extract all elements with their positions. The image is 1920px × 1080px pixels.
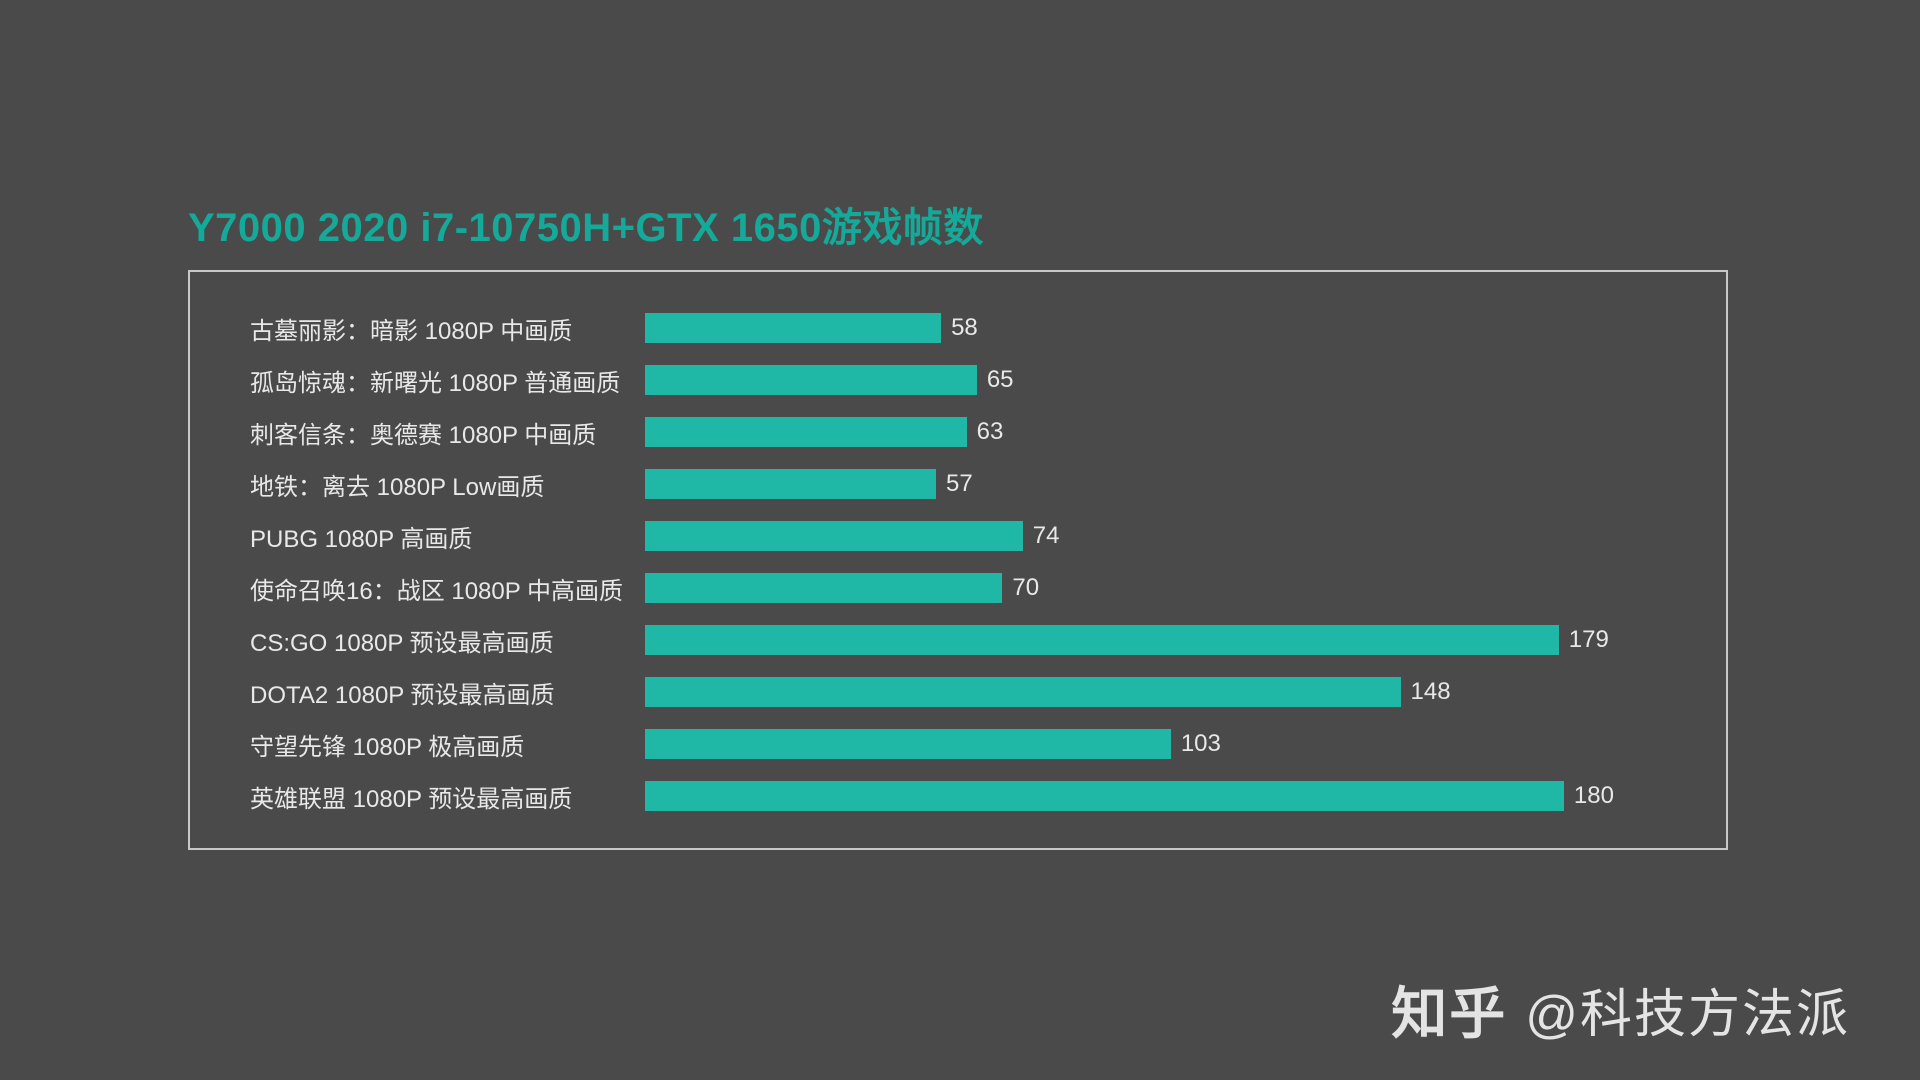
bar-track: 65 [645, 365, 1666, 395]
bar-label: 使命召唤16：战区 1080P 中高画质 [250, 571, 645, 606]
watermark-text: @科技方法派 [1525, 972, 1850, 1047]
bar-track: 70 [645, 573, 1666, 603]
chart-row: 英雄联盟 1080P 预设最高画质 180 [250, 770, 1666, 822]
bar-label: CS:GO 1080P 预设最高画质 [250, 623, 645, 658]
chart-row: 古墓丽影：暗影 1080P 中画质 58 [250, 302, 1666, 354]
bar-track: 58 [645, 313, 1666, 343]
chart-row: 使命召唤16：战区 1080P 中高画质 70 [250, 562, 1666, 614]
bar-label: 孤岛惊魂：新曙光 1080P 普通画质 [250, 363, 645, 398]
bar [645, 677, 1401, 707]
bar-value: 103 [1181, 730, 1221, 758]
bar-value: 57 [946, 470, 973, 498]
chart-row: 刺客信条：奥德赛 1080P 中画质 63 [250, 406, 1666, 458]
bar-label: 地铁：离去 1080P Low画质 [250, 467, 645, 502]
bar-track: 148 [645, 677, 1666, 707]
bar-track: 179 [645, 625, 1666, 655]
bar-label: DOTA2 1080P 预设最高画质 [250, 675, 645, 710]
chart-title: Y7000 2020 i7-10750H+GTX 1650游戏帧数 [188, 195, 984, 253]
bar [645, 781, 1564, 811]
bar [645, 625, 1559, 655]
bar-label: 古墓丽影：暗影 1080P 中画质 [250, 311, 645, 346]
zhihu-logo: 知乎 [1391, 969, 1507, 1050]
bar-label: 英雄联盟 1080P 预设最高画质 [250, 779, 645, 814]
bar-track: 180 [645, 781, 1666, 811]
bar [645, 573, 1002, 603]
bar-track: 57 [645, 469, 1666, 499]
bar-value: 180 [1574, 782, 1614, 810]
chart-row: 地铁：离去 1080P Low画质 57 [250, 458, 1666, 510]
chart-container: 古墓丽影：暗影 1080P 中画质 58 孤岛惊魂：新曙光 1080P 普通画质 65… [188, 270, 1728, 850]
bar [645, 365, 977, 395]
chart-row: PUBG 1080P 高画质 74 [250, 510, 1666, 562]
bar [645, 521, 1023, 551]
bar-track: 74 [645, 521, 1666, 551]
bar-value: 74 [1033, 522, 1060, 550]
bar-label: 刺客信条：奥德赛 1080P 中画质 [250, 415, 645, 450]
bar [645, 469, 936, 499]
chart-row: 守望先锋 1080P 极高画质 103 [250, 718, 1666, 770]
bar-value: 58 [951, 314, 978, 342]
bar [645, 313, 941, 343]
bar-label: 守望先锋 1080P 极高画质 [250, 727, 645, 762]
chart-row: 孤岛惊魂：新曙光 1080P 普通画质 65 [250, 354, 1666, 406]
bar-value: 63 [977, 418, 1004, 446]
bar-value: 179 [1569, 626, 1609, 654]
bar-track: 63 [645, 417, 1666, 447]
bar-value: 65 [987, 366, 1014, 394]
bar [645, 729, 1171, 759]
bar [645, 417, 967, 447]
chart-row: CS:GO 1080P 预设最高画质 179 [250, 614, 1666, 666]
bar-value: 70 [1012, 574, 1039, 602]
chart-row: DOTA2 1080P 预设最高画质 148 [250, 666, 1666, 718]
bar-track: 103 [645, 729, 1666, 759]
bar-label: PUBG 1080P 高画质 [250, 519, 645, 554]
bar-value: 148 [1411, 678, 1451, 706]
watermark: 知乎 @科技方法派 [1391, 969, 1850, 1050]
